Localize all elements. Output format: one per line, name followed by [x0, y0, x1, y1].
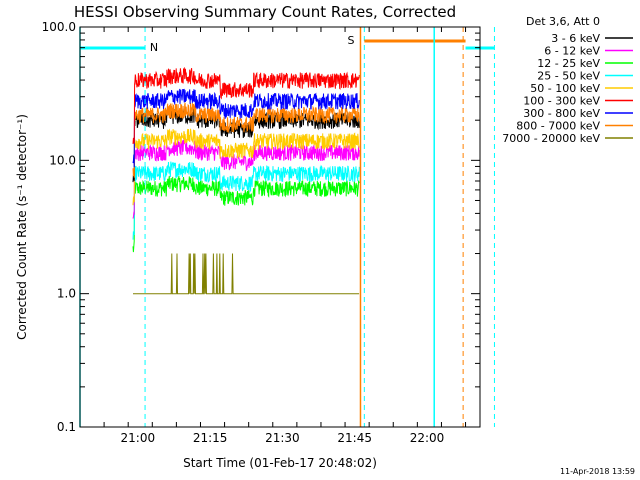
series-line-4 [132, 161, 360, 240]
plot-frame [79, 26, 481, 428]
series-line-2 [132, 139, 360, 219]
legend-label: 7000 - 20000 keV [502, 132, 600, 145]
legend-label: 300 - 800 keV [523, 107, 600, 120]
y-tick-label: 0.1 [57, 420, 76, 434]
legend-label: 800 - 7000 keV [516, 120, 600, 133]
y-axis: 0.1 1.0 10.0 100.0 [42, 20, 480, 434]
x-axis: 21:00 21:15 21:30 21:45 22:00 [79, 27, 467, 445]
chart-title: HESSI Observing Summary Count Rates, Cor… [74, 3, 456, 21]
series-line-7 [132, 88, 360, 168]
y-tick-label: 10.0 [49, 153, 76, 167]
x-tick-label: 21:00 [121, 431, 156, 445]
footer-date: 11-Apr-2018 13:59 [560, 467, 635, 476]
series-line-5 [132, 128, 360, 206]
marker-label: N [150, 41, 158, 54]
x-tick-label: 21:30 [265, 431, 300, 445]
x-tick-label: 21:45 [337, 431, 372, 445]
y-tick-label: 100.0 [42, 20, 76, 34]
x-axis-label: Start Time (01-Feb-17 20:48:02) [183, 456, 377, 470]
plot-content: NS [79, 27, 495, 427]
legend-label: 6 - 12 keV [544, 45, 600, 58]
legend-label: 12 - 25 keV [537, 57, 600, 70]
y-axis-label: Corrected Count Rate (s⁻¹ detector⁻¹) [15, 114, 29, 340]
series-line-8 [132, 102, 360, 178]
legend-label: 100 - 300 keV [523, 95, 600, 108]
marker-label: S [347, 34, 354, 47]
series-line-3 [132, 175, 360, 253]
series-line-9 [133, 253, 360, 295]
y-tick-label: 1.0 [57, 287, 76, 301]
legend-label: 50 - 100 keV [530, 82, 600, 95]
legend-label: 3 - 6 keV [551, 32, 600, 45]
x-tick-label: 22:00 [410, 431, 445, 445]
legend-header: Det 3,6, Att 0 [526, 15, 600, 28]
series-line-6 [132, 66, 360, 144]
x-tick-label: 21:15 [193, 431, 228, 445]
legend-label: 25 - 50 keV [537, 70, 600, 83]
